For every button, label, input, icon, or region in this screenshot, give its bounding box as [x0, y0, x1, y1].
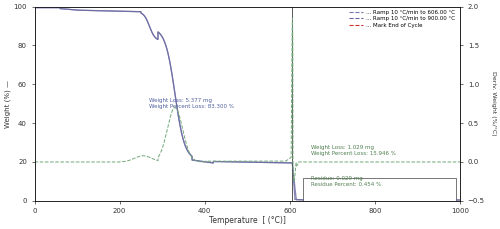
Text: Residue: 0.029 mg
Residue Percent: 0.454 %: Residue: 0.029 mg Residue Percent: 0.454… [311, 176, 382, 187]
FancyBboxPatch shape [302, 177, 456, 216]
Text: Weight Loss: 1.029 mg
Weight Percent Loss: 15.946 %: Weight Loss: 1.029 mg Weight Percent Los… [311, 145, 396, 156]
Y-axis label: Weight (%) —: Weight (%) — [4, 80, 10, 128]
Text: Weight Loss: 5.377 mg
Weight Percent Loss: 83.300 %: Weight Loss: 5.377 mg Weight Percent Los… [150, 98, 234, 109]
X-axis label: Temperature  [ (°C)]: Temperature [ (°C)] [209, 216, 286, 225]
Y-axis label: Deriv. Weight (%/°C): Deriv. Weight (%/°C) [491, 71, 496, 136]
Legend: ... Ramp 10 °C/min to 606.00 °C, ... Ramp 10 °C/min to 900.00 °C, ... Mark End o: ... Ramp 10 °C/min to 606.00 °C, ... Ram… [347, 8, 458, 30]
